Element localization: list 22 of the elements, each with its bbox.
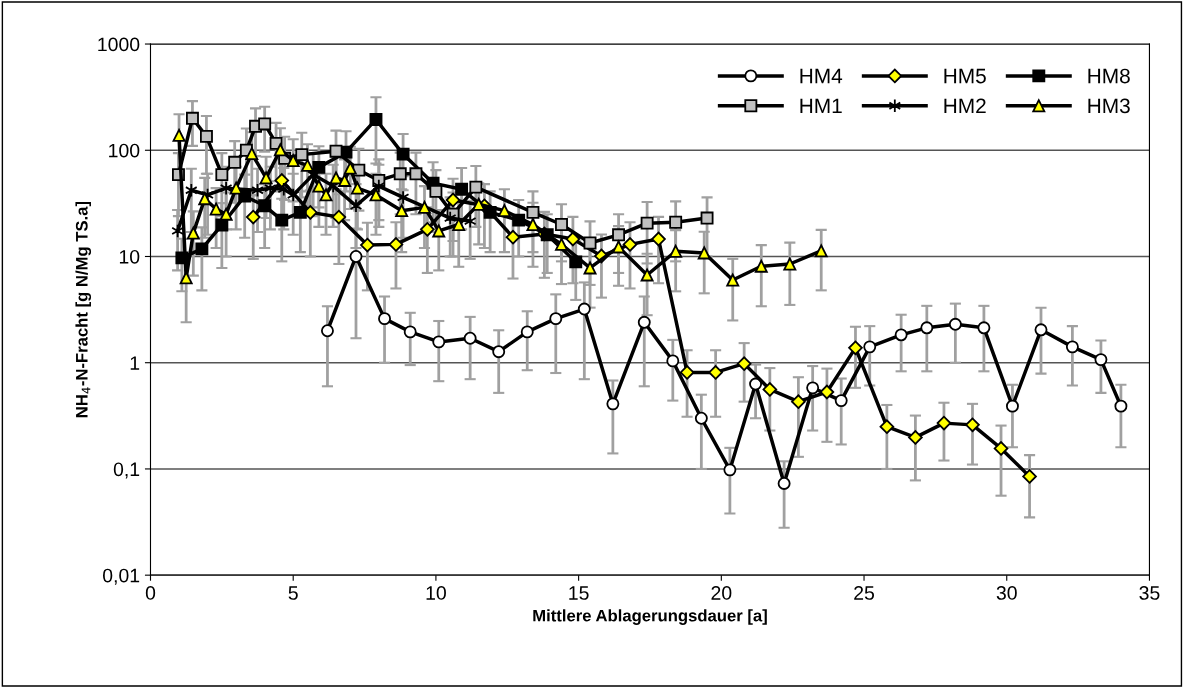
x-tick-label: 5 [288,586,298,600]
legend-label: HM4 [800,68,843,84]
legend-label: HM1 [800,98,842,114]
x-tick-label: 20 [711,586,732,600]
y-tick-label: 10 [119,249,140,264]
y-tick-label: 0,01 [103,568,140,585]
x-tick-label: 30 [996,586,1017,600]
x-tick-label: 0 [145,586,156,600]
y-axis-title: NH$_{4}$-N-Fracht [g N/Mg TS.a] [75,201,92,418]
x-tick-label: 25 [854,586,875,600]
y-tick-label: 1000 [98,37,140,52]
y-tick-label: 1 [130,356,140,370]
legend-label: HM5 [944,68,986,84]
legend-label: HM3 [1088,98,1130,114]
x-tick-label: 10 [426,586,446,600]
x-tick-label: 35 [1139,586,1160,600]
legend-label: HM8 [1088,68,1130,84]
x-tick-label: 15 [569,586,589,600]
y-tick-label: 100 [109,143,140,158]
x-axis-title: Mittlere Ablagerungsdauer [a] [533,609,767,625]
y-tick-label: 0,1 [113,462,140,479]
legend-label: HM2 [944,98,986,114]
